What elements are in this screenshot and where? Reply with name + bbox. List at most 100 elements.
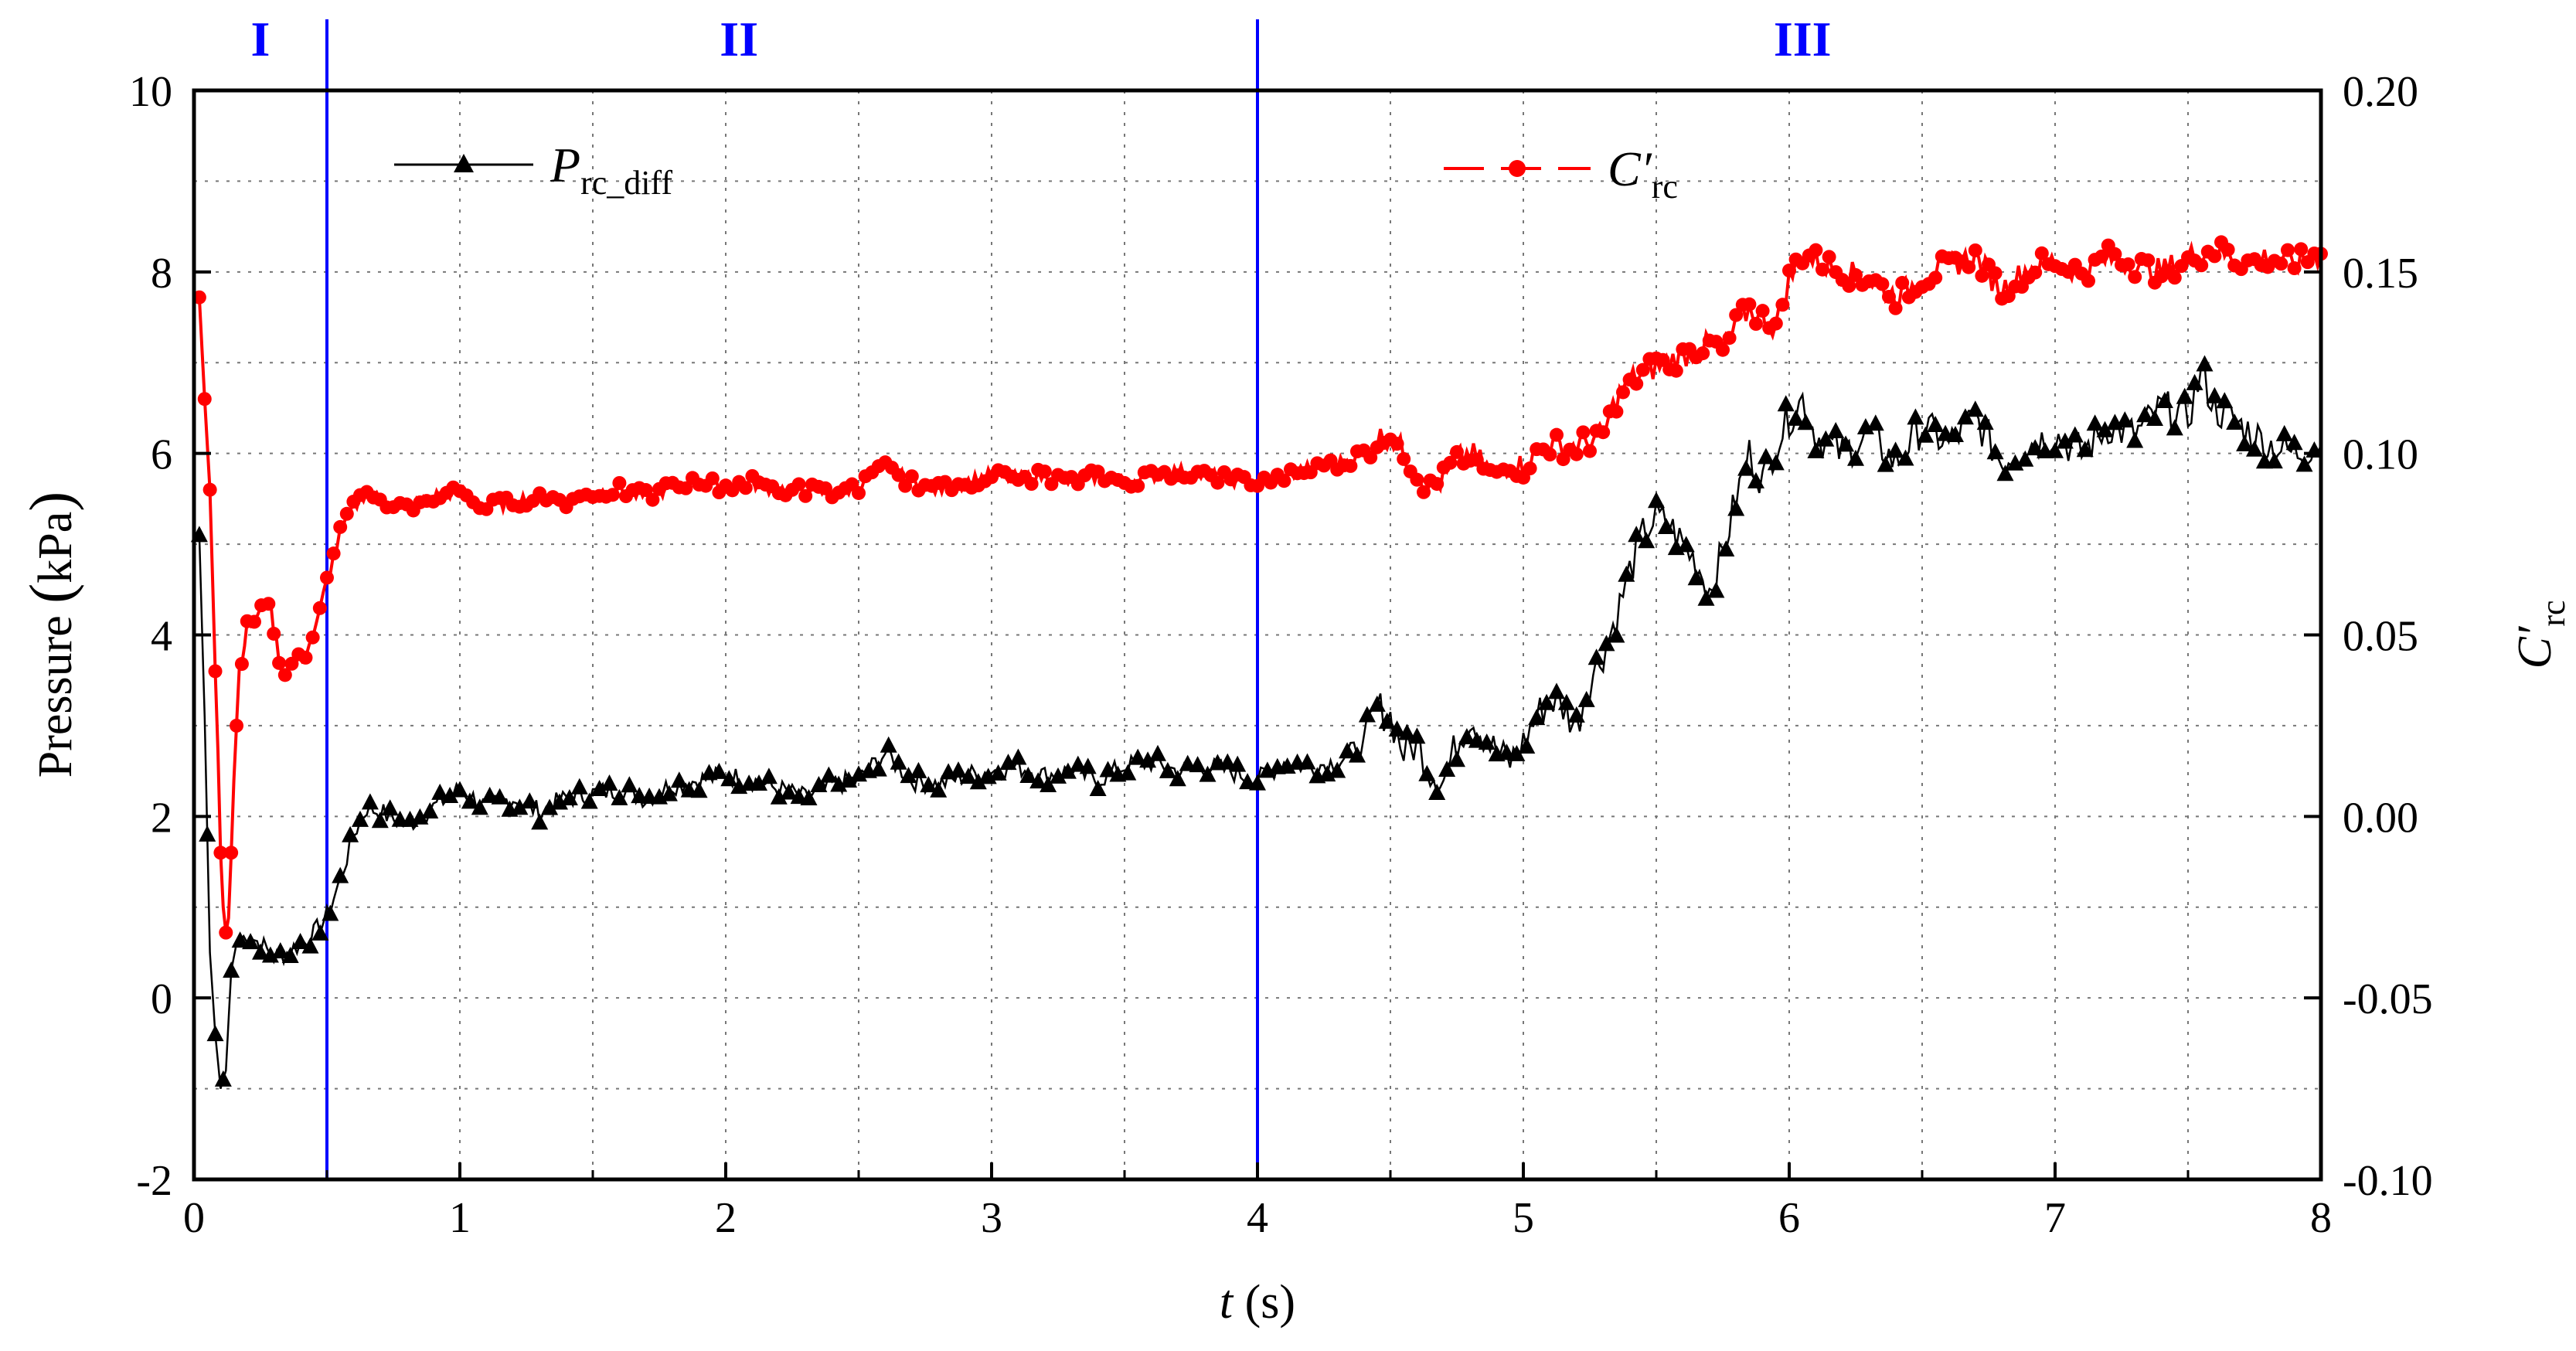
data-point (1468, 731, 1485, 748)
data-point (311, 924, 329, 941)
x-tick-label: 7 (2044, 1194, 2066, 1242)
data-point (1408, 727, 1426, 744)
data-point (551, 793, 568, 810)
data-point (411, 808, 429, 825)
data-point (2047, 441, 2064, 458)
data-point (1009, 748, 1027, 765)
data-point (471, 798, 488, 815)
data-point (2081, 274, 2095, 288)
legend-label-c-rc: C′rc (1608, 141, 1678, 206)
data-point (621, 776, 638, 793)
data-point (1775, 298, 1790, 312)
data-point (611, 788, 628, 805)
data-point (1866, 414, 1884, 431)
data-point (322, 904, 339, 921)
data-point (252, 943, 269, 960)
data-point (1897, 449, 1914, 466)
data-point (277, 668, 292, 682)
data-point (1947, 426, 1964, 443)
data-point (1587, 648, 1605, 665)
data-point (1988, 266, 2003, 281)
data-point (1777, 395, 1795, 412)
data-point (2167, 271, 2182, 285)
data-point (208, 664, 223, 679)
data-point (234, 657, 249, 672)
data-point (2146, 410, 2163, 427)
data-point (645, 492, 660, 507)
data-point (869, 760, 887, 777)
y-left-tick-label: 10 (129, 68, 172, 116)
data-point (1928, 271, 1943, 285)
data-point (1550, 427, 1564, 442)
data-point (2116, 411, 2134, 428)
data-point (1956, 408, 1974, 425)
data-point (541, 798, 559, 815)
x-tick-label: 8 (2310, 1194, 2332, 1242)
data-point (1815, 262, 1829, 277)
data-point (2186, 373, 2203, 390)
data-point (2028, 265, 2043, 280)
y-right-tick-label: 0.10 (2343, 431, 2418, 479)
legend-entry-c-rc: C′rc (1444, 141, 1678, 206)
data-point (2016, 450, 2034, 467)
data-point (1757, 447, 1775, 465)
data-point (1797, 413, 1815, 430)
data-point (1298, 753, 1316, 770)
data-point (2066, 426, 2084, 443)
y-left-axis-title: Pressure (kPa) (17, 492, 84, 778)
data-point (1807, 441, 1825, 458)
data-point (2126, 431, 2144, 448)
data-point (900, 767, 917, 784)
data-point (2285, 434, 2303, 451)
data-point (830, 775, 848, 792)
data-point (1687, 569, 1705, 586)
data-point (1576, 425, 1591, 440)
data-point (1498, 744, 1516, 761)
data-point (267, 626, 281, 641)
data-point (1343, 458, 1358, 473)
data-point (605, 488, 620, 502)
data-point (1895, 276, 1910, 291)
data-point (1882, 289, 1896, 304)
data-point (1755, 304, 1770, 318)
data-point (2121, 257, 2135, 272)
data-point (1528, 709, 1546, 726)
data-point (1616, 385, 1630, 400)
data-point (760, 767, 778, 784)
data-point (1747, 471, 1764, 488)
data-point (1822, 250, 1836, 264)
data-point (1917, 426, 1935, 443)
data-point (1219, 753, 1237, 770)
data-point (580, 792, 598, 809)
data-point (1966, 400, 1984, 417)
y-left-tick-label: 8 (151, 250, 172, 298)
data-point (1438, 760, 1456, 777)
data-point (2216, 392, 2234, 409)
data-point (1149, 744, 1166, 761)
data-point (2076, 441, 2094, 458)
data-point (1169, 770, 1186, 787)
data-point (1608, 626, 1625, 643)
data-point (1787, 409, 1805, 426)
data-point (1388, 720, 1406, 737)
data-point (1548, 682, 1565, 699)
data-point (197, 392, 212, 407)
y-left-tick-label: 6 (151, 431, 172, 479)
data-point (1677, 536, 1695, 553)
y-right-tick-label: 0.15 (2343, 250, 2418, 298)
data-point (305, 630, 320, 645)
x-tick-label: 2 (715, 1194, 737, 1242)
data-point (852, 485, 866, 500)
data-point (2156, 391, 2173, 408)
data-point (2281, 243, 2295, 257)
data-point (738, 481, 753, 495)
data-point (272, 655, 287, 670)
data-point (271, 941, 289, 958)
data-point (1037, 465, 1052, 479)
data-point (1827, 422, 1845, 439)
data-point (2086, 414, 2104, 431)
data-point (2274, 257, 2288, 271)
y-left-tick-label: -2 (136, 1157, 172, 1205)
